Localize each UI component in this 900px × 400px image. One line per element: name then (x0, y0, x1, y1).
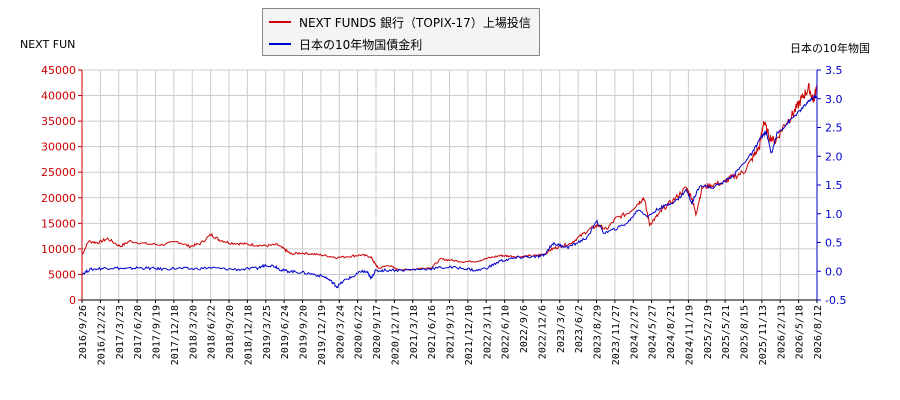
x-tick-label: 2019/12/19 (317, 305, 328, 365)
x-tick-label: 2023/3/6 (556, 305, 567, 353)
y-left-tick-label: 40000 (41, 90, 76, 103)
x-tick-label: 2025/2/19 (703, 305, 714, 359)
y-left-tick-label: 0 (69, 294, 76, 307)
y-right-tick-label: 1.5 (825, 179, 843, 192)
x-tick-label: 2022/12/6 (537, 305, 548, 359)
x-tick-label: 2020/12/17 (390, 305, 401, 365)
x-tick-label: 2019/6/24 (280, 305, 291, 359)
x-tick-label: 2020/3/24 (335, 305, 346, 359)
y-right-tick-label: 0.0 (825, 265, 843, 278)
y-left-tick-label: 30000 (41, 141, 76, 154)
x-tick-label: 2021/9/13 (446, 305, 457, 359)
x-tick-label: 2024/2/27 (629, 305, 640, 359)
x-tick-label: 2024/5/27 (648, 305, 659, 359)
y-left-tick-label: 45000 (41, 64, 76, 77)
legend-item-topix17: NEXT FUNDS 銀行（TOPIX-17）上場投信 (269, 13, 531, 31)
series-group (81, 82, 818, 289)
x-tick-label: 2017/12/18 (170, 305, 181, 365)
series-line-1 (81, 94, 818, 289)
x-tick-label: 2021/6/16 (427, 305, 438, 359)
left-axis-label: NEXT FUN (20, 38, 76, 51)
x-tick-label: 2025/5/21 (721, 305, 732, 359)
x-tick-label: 2022/9/6 (519, 305, 530, 353)
x-tick-label: 2018/3/20 (188, 305, 199, 359)
legend-item-jgb10y: 日本の10年物国債金利 (269, 35, 422, 53)
x-tick-label: 2016/9/26 (78, 305, 89, 359)
y-right-tick-label: 3.0 (825, 93, 843, 106)
y-left-tick-label: 25000 (41, 166, 76, 179)
right-axis-label: 日本の10年物国 (790, 42, 870, 55)
x-tick-label: 2021/12/10 (464, 305, 475, 365)
y-right-tick-label: 1.0 (825, 208, 843, 221)
series-line-0 (81, 82, 818, 271)
x-tick-label: 2017/3/23 (115, 305, 126, 359)
y-left-tick-label: 35000 (41, 115, 76, 128)
y-left-tick-label: 15000 (41, 217, 76, 230)
y-left-tick-labels: 0 5000 10000 15000 20000 25000 30000 35000 40000… (41, 64, 82, 307)
x-tick-label: 2023/11/27 (611, 305, 622, 365)
y-right-tick-label: -0.5 (825, 294, 846, 307)
x-tick-label: 2023/8/29 (593, 305, 604, 359)
legend-label-topix17: NEXT FUNDS 銀行（TOPIX-17）上場投信 (299, 15, 531, 30)
x-tick-label: 2023/6/2 (574, 305, 585, 353)
y-right-tick-label: 2.5 (825, 122, 843, 135)
x-tick-label: 2025/11/13 (758, 305, 769, 365)
legend-swatch-blue (269, 43, 291, 45)
x-tick-label: 2019/3/25 (262, 305, 273, 359)
legend: NEXT FUNDS 銀行（TOPIX-17）上場投信 日本の10年物国債金利 (262, 8, 540, 56)
x-tick-label: 2017/9/19 (152, 305, 163, 359)
y-left-tick-label: 10000 (41, 243, 76, 256)
y-right-tick-labels: -0.5 0.0 0.5 1.0 1.5 2.0 2.5 3.0 3.5 (817, 64, 846, 307)
y-right-tick-label: 0.5 (825, 237, 843, 250)
y-right-tick-label: 2.0 (825, 150, 843, 163)
y-left-tick-label: 20000 (41, 192, 76, 205)
x-tick-label: 2021/3/18 (409, 305, 420, 359)
x-tick-label: 2026/2/13 (776, 305, 787, 359)
x-tick-label: 2018/6/22 (207, 305, 218, 359)
x-tick-label: 2022/3/11 (482, 305, 493, 359)
x-tick-label: 2022/6/10 (501, 305, 512, 359)
x-tick-label: 2017/6/20 (133, 305, 144, 359)
x-tick-label: 2020/9/17 (372, 305, 383, 359)
x-tick-label: 2018/12/18 (243, 305, 254, 365)
x-tick-label: 2020/6/22 (354, 305, 365, 359)
grid (81, 69, 818, 301)
x-tick-label: 2025/8/15 (740, 305, 751, 359)
x-tick-label: 2024/11/19 (684, 305, 695, 365)
x-tick-label: 2019/9/20 (299, 305, 310, 359)
x-tick-label: 2026/8/12 (813, 305, 824, 359)
y-right-tick-label: 3.5 (825, 64, 843, 77)
x-tick-label: 2024/8/21 (666, 305, 677, 359)
x-tick-label: 2016/12/22 (96, 305, 107, 365)
legend-label-jgb10y: 日本の10年物国債金利 (299, 37, 423, 52)
y-left-tick-label: 5000 (48, 268, 76, 281)
x-tick-label: 2026/5/18 (795, 305, 806, 359)
x-tick-labels: 2016/9/26 2016/12/22 2017/3/23 2017/6/20 201… (78, 300, 824, 365)
legend-swatch-red (269, 21, 291, 23)
x-tick-label: 2018/9/20 (225, 305, 236, 359)
